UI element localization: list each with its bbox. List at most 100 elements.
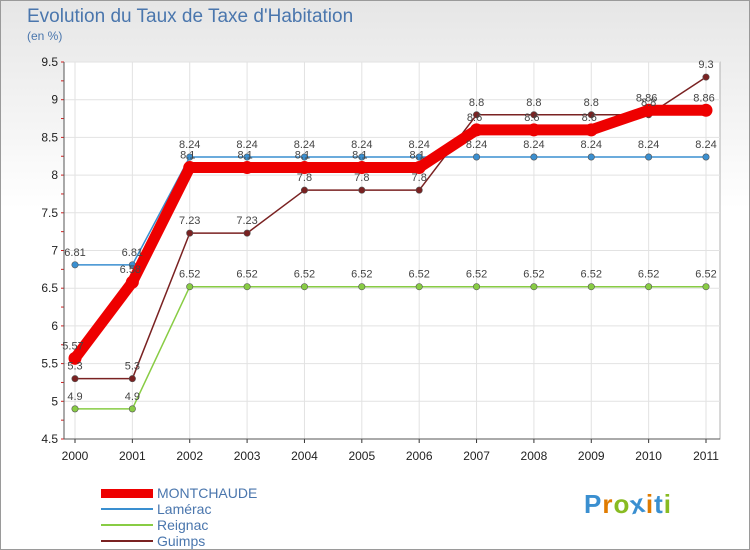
data-label-layer: 5.576.588.1 8.1 8.1 8.1 8.18.6 8.6 8.68.86 8.86… bbox=[62, 59, 716, 403]
data-point-lamérac bbox=[587, 153, 595, 161]
data-label-guimps: 7.8 bbox=[297, 172, 312, 184]
y-tick-label: 6 bbox=[51, 319, 58, 333]
data-label-lamérac: 8.24 bbox=[294, 139, 315, 151]
series-layer bbox=[68, 73, 713, 413]
data-label-reignac: 6.52 bbox=[466, 269, 487, 281]
chart-subtitle: (en %) bbox=[27, 29, 63, 43]
data-label-montchaude: 8.6 bbox=[524, 112, 539, 124]
series-line-montchaude bbox=[69, 104, 712, 364]
data-label-guimps: 7.8 bbox=[354, 172, 369, 184]
x-tick-label: 2000 bbox=[62, 449, 89, 463]
data-label-montchaude: 8.1 bbox=[352, 150, 367, 162]
data-label-montchaude: 8.1 bbox=[237, 150, 252, 162]
data-point-montchaude bbox=[584, 123, 598, 137]
data-point-reignac bbox=[71, 405, 79, 413]
x-tick-label: 2006 bbox=[406, 449, 433, 463]
data-point-reignac bbox=[645, 283, 653, 291]
data-point-reignac bbox=[186, 283, 194, 291]
data-label-guimps: 9.3 bbox=[698, 59, 713, 71]
data-label-reignac: 6.52 bbox=[179, 269, 200, 281]
data-label-montchaude: 5.57 bbox=[62, 340, 83, 352]
data-label-reignac: 4.9 bbox=[125, 391, 140, 403]
series-line-guimps bbox=[74, 76, 707, 380]
data-label-guimps: 7.23 bbox=[179, 215, 200, 227]
x-tick-label: 2011 bbox=[693, 449, 719, 463]
data-label-lamérac: 6.81 bbox=[64, 247, 85, 259]
data-point-lamérac bbox=[186, 153, 194, 161]
logo-letter: t bbox=[654, 489, 664, 519]
data-label-reignac: 6.52 bbox=[523, 269, 544, 281]
data-label-guimps: 8.8 bbox=[469, 97, 484, 109]
data-label-lamérac: 8.24 bbox=[179, 139, 200, 151]
data-label-lamérac: 8.24 bbox=[638, 139, 659, 151]
data-point-guimps bbox=[702, 73, 710, 81]
data-point-reignac bbox=[702, 283, 710, 291]
data-point-guimps bbox=[71, 375, 79, 383]
data-label-reignac: 6.52 bbox=[638, 269, 659, 281]
data-point-montchaude bbox=[642, 103, 656, 117]
data-label-lamérac: 8.24 bbox=[581, 139, 602, 151]
data-point-reignac bbox=[243, 283, 251, 291]
data-point-montchaude bbox=[527, 123, 541, 137]
x-tick-label: 2002 bbox=[176, 449, 203, 463]
y-tick-label: 8 bbox=[51, 168, 58, 182]
data-label-montchaude: 8.1 bbox=[410, 150, 425, 162]
data-label-lamérac: 8.24 bbox=[408, 139, 429, 151]
logo-letter: i bbox=[645, 489, 655, 519]
data-label-guimps: 8.8 bbox=[526, 97, 541, 109]
data-label-lamérac: 8.24 bbox=[466, 139, 487, 151]
y-tick-label: 5 bbox=[51, 394, 58, 408]
x-tick-label: 2007 bbox=[463, 449, 490, 463]
data-point-lamérac bbox=[300, 153, 308, 161]
data-label-reignac: 6.52 bbox=[695, 269, 716, 281]
legend-label: Reignac bbox=[157, 517, 209, 533]
x-tick-label: 2008 bbox=[521, 449, 548, 463]
data-label-guimps: 5.3 bbox=[125, 361, 140, 373]
data-label-guimps: 8.8 bbox=[584, 97, 599, 109]
data-label-reignac: 4.9 bbox=[67, 391, 82, 403]
data-label-lamérac: 8.24 bbox=[523, 139, 544, 151]
data-point-montchaude bbox=[412, 161, 426, 175]
logo-letter: o bbox=[613, 489, 631, 519]
data-point-lamérac bbox=[71, 261, 79, 269]
data-label-reignac: 6.52 bbox=[408, 269, 429, 281]
data-point-guimps bbox=[415, 186, 423, 194]
data-point-reignac bbox=[128, 405, 136, 413]
data-point-guimps bbox=[587, 111, 595, 119]
data-point-montchaude bbox=[355, 161, 369, 175]
logo-letter: i bbox=[663, 489, 672, 519]
data-point-montchaude bbox=[125, 275, 139, 289]
y-tick-label: 5.5 bbox=[41, 357, 58, 371]
legend-swatch bbox=[101, 508, 153, 510]
data-point-guimps bbox=[128, 375, 136, 383]
data-label-reignac: 6.52 bbox=[236, 269, 257, 281]
data-point-reignac bbox=[300, 283, 308, 291]
data-label-guimps: 7.23 bbox=[236, 215, 257, 227]
data-point-montchaude bbox=[68, 351, 82, 365]
logo-letter: P bbox=[584, 489, 603, 519]
x-tick-label: 2003 bbox=[234, 449, 261, 463]
data-label-montchaude: 8.1 bbox=[180, 150, 195, 162]
data-point-montchaude bbox=[470, 123, 484, 137]
data-label-lamérac: 8.24 bbox=[351, 139, 372, 151]
data-label-guimps: 5.3 bbox=[67, 361, 82, 373]
data-label-reignac: 6.52 bbox=[581, 269, 602, 281]
data-point-guimps bbox=[300, 186, 308, 194]
data-point-lamérac bbox=[702, 153, 710, 161]
data-point-lamérac bbox=[243, 153, 251, 161]
x-tick-label: 2005 bbox=[348, 449, 375, 463]
legend-swatch bbox=[101, 524, 153, 526]
proxiti-logo: Proxiti bbox=[584, 488, 672, 521]
logo-letter: r bbox=[602, 489, 614, 519]
y-tick-label: 9 bbox=[51, 93, 58, 107]
data-point-montchaude bbox=[699, 103, 713, 117]
data-label-montchaude: 6.58 bbox=[120, 264, 141, 276]
data-point-montchaude bbox=[297, 161, 311, 175]
series-line-reignac bbox=[74, 285, 707, 410]
data-point-reignac bbox=[530, 283, 538, 291]
data-label-guimps: 7.8 bbox=[412, 172, 427, 184]
data-point-lamérac bbox=[358, 153, 366, 161]
data-point-reignac bbox=[473, 283, 481, 291]
